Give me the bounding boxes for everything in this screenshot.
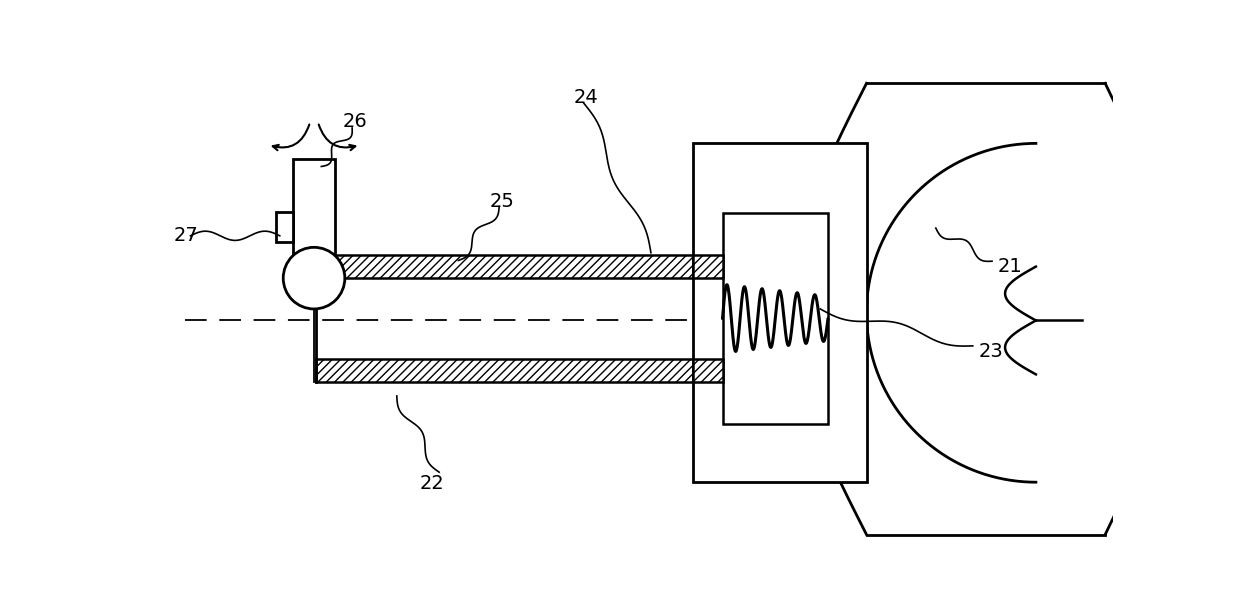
- Text: 25: 25: [490, 192, 515, 211]
- Text: 26: 26: [343, 112, 367, 131]
- Bar: [316, 359, 693, 382]
- Bar: [293, 159, 335, 278]
- Text: 24: 24: [574, 88, 599, 107]
- Text: 27: 27: [174, 226, 198, 245]
- Bar: [316, 255, 693, 278]
- Text: 21: 21: [997, 257, 1022, 276]
- Bar: [723, 213, 828, 425]
- Bar: [316, 255, 693, 278]
- Bar: [277, 211, 293, 243]
- Bar: [316, 359, 693, 382]
- Text: 23: 23: [978, 342, 1003, 360]
- Circle shape: [283, 247, 345, 309]
- Bar: [693, 144, 867, 482]
- Bar: [693, 359, 723, 382]
- Bar: [693, 255, 723, 278]
- Text: 22: 22: [420, 474, 445, 493]
